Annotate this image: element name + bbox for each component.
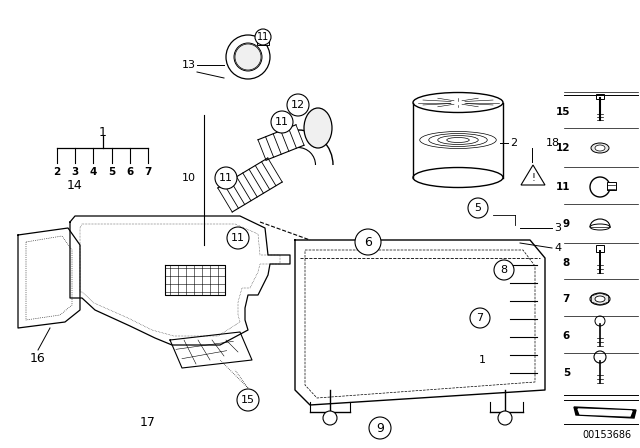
Text: 18: 18 bbox=[546, 138, 560, 148]
Circle shape bbox=[227, 227, 249, 249]
Text: 6: 6 bbox=[126, 167, 133, 177]
Text: 7: 7 bbox=[476, 313, 484, 323]
FancyBboxPatch shape bbox=[596, 245, 604, 252]
Circle shape bbox=[498, 411, 512, 425]
Text: 9: 9 bbox=[376, 422, 384, 435]
Circle shape bbox=[468, 198, 488, 218]
Circle shape bbox=[287, 94, 309, 116]
Circle shape bbox=[237, 389, 259, 411]
Circle shape bbox=[494, 260, 514, 280]
FancyBboxPatch shape bbox=[596, 94, 604, 99]
Text: 11: 11 bbox=[275, 117, 289, 127]
Text: 13: 13 bbox=[182, 60, 196, 70]
Text: 4: 4 bbox=[554, 243, 561, 253]
Text: 7: 7 bbox=[144, 167, 152, 177]
Polygon shape bbox=[578, 409, 632, 416]
Text: 8: 8 bbox=[500, 265, 508, 275]
Text: 6: 6 bbox=[364, 236, 372, 249]
Text: 5: 5 bbox=[108, 167, 115, 177]
Text: 12: 12 bbox=[556, 143, 570, 153]
Text: 1: 1 bbox=[99, 125, 106, 138]
Ellipse shape bbox=[304, 108, 332, 148]
Circle shape bbox=[215, 167, 237, 189]
Text: 6: 6 bbox=[563, 331, 570, 341]
Circle shape bbox=[470, 308, 490, 328]
Circle shape bbox=[355, 229, 381, 255]
Text: 10: 10 bbox=[182, 173, 196, 183]
Ellipse shape bbox=[413, 168, 503, 188]
Circle shape bbox=[255, 29, 271, 45]
Ellipse shape bbox=[590, 293, 610, 305]
Text: 2: 2 bbox=[53, 167, 61, 177]
Ellipse shape bbox=[591, 143, 609, 153]
Text: 11: 11 bbox=[219, 173, 233, 183]
Text: 3: 3 bbox=[554, 223, 561, 233]
Text: 15: 15 bbox=[241, 395, 255, 405]
Text: 2: 2 bbox=[510, 138, 517, 148]
Circle shape bbox=[369, 417, 391, 439]
Text: 5: 5 bbox=[474, 203, 481, 213]
Text: 00153686: 00153686 bbox=[582, 430, 632, 440]
Text: 9: 9 bbox=[563, 219, 570, 229]
Text: 16: 16 bbox=[30, 352, 46, 365]
Text: 12: 12 bbox=[291, 100, 305, 110]
Text: 3: 3 bbox=[72, 167, 79, 177]
Text: !: ! bbox=[531, 173, 535, 183]
Text: 11: 11 bbox=[556, 182, 570, 192]
Circle shape bbox=[235, 44, 261, 70]
Text: 5: 5 bbox=[563, 368, 570, 378]
Text: 1: 1 bbox=[479, 355, 486, 365]
Text: 8: 8 bbox=[563, 258, 570, 268]
FancyBboxPatch shape bbox=[607, 181, 616, 190]
Text: 14: 14 bbox=[67, 178, 83, 191]
Text: 7: 7 bbox=[563, 294, 570, 304]
Polygon shape bbox=[574, 407, 636, 418]
Text: 15: 15 bbox=[556, 107, 570, 117]
Ellipse shape bbox=[595, 145, 605, 151]
Text: 4: 4 bbox=[90, 167, 97, 177]
Text: 17: 17 bbox=[140, 415, 156, 428]
Text: 11: 11 bbox=[231, 233, 245, 243]
FancyBboxPatch shape bbox=[257, 33, 269, 45]
Text: 11: 11 bbox=[257, 32, 269, 42]
Circle shape bbox=[271, 111, 293, 133]
Ellipse shape bbox=[595, 296, 605, 302]
Circle shape bbox=[323, 411, 337, 425]
